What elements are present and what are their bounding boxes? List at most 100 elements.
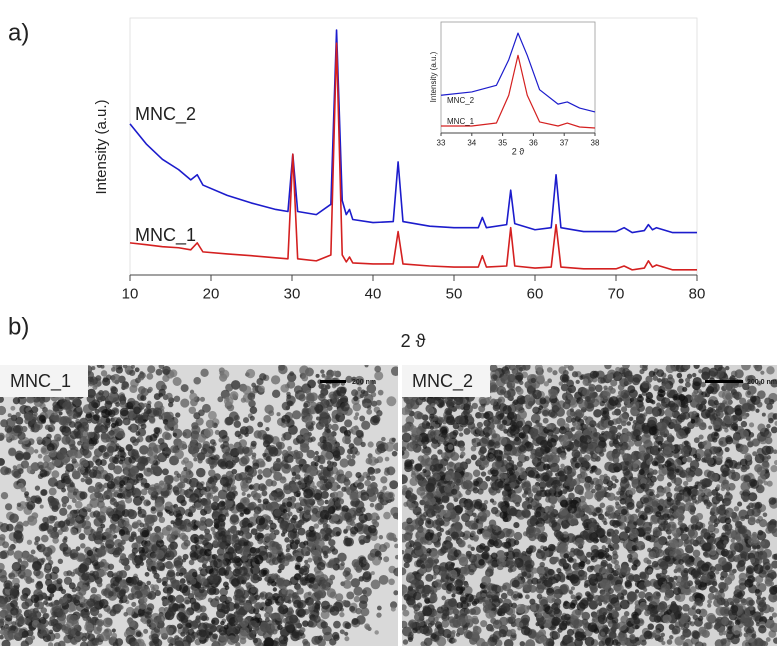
particle bbox=[17, 432, 25, 440]
particle bbox=[176, 565, 184, 573]
particle bbox=[148, 387, 153, 392]
particle bbox=[192, 588, 200, 596]
particle bbox=[90, 607, 99, 616]
particle bbox=[427, 407, 434, 414]
particle bbox=[353, 586, 362, 595]
particle bbox=[731, 538, 735, 542]
particle bbox=[133, 488, 139, 494]
particle bbox=[58, 559, 63, 564]
particle bbox=[186, 634, 195, 643]
particle bbox=[71, 529, 78, 536]
particle bbox=[205, 518, 214, 527]
particle bbox=[11, 469, 20, 478]
particle bbox=[141, 423, 147, 429]
particle bbox=[70, 572, 75, 577]
particle bbox=[151, 633, 159, 641]
particle bbox=[398, 567, 406, 575]
particle bbox=[305, 499, 314, 508]
particle bbox=[18, 616, 24, 622]
particle bbox=[522, 493, 527, 498]
particle bbox=[221, 501, 226, 506]
particle bbox=[162, 468, 169, 475]
particle bbox=[143, 499, 150, 506]
particle bbox=[323, 442, 333, 452]
particle bbox=[263, 498, 269, 504]
particle bbox=[307, 380, 316, 389]
particle bbox=[40, 505, 44, 509]
particle bbox=[107, 481, 115, 489]
particle bbox=[343, 580, 352, 589]
particle bbox=[355, 472, 361, 478]
particle bbox=[220, 370, 229, 379]
particle bbox=[166, 393, 173, 400]
particle bbox=[316, 545, 321, 550]
particle bbox=[61, 496, 69, 504]
particle bbox=[283, 513, 290, 520]
particle bbox=[211, 482, 216, 487]
particle bbox=[289, 371, 294, 376]
x-tick-label: 80 bbox=[689, 285, 706, 302]
particle bbox=[283, 580, 289, 586]
particle bbox=[231, 485, 236, 490]
particle bbox=[328, 560, 336, 568]
particle bbox=[113, 550, 121, 558]
particle bbox=[299, 609, 306, 616]
particle bbox=[293, 600, 301, 608]
particle bbox=[105, 528, 112, 535]
particle bbox=[191, 425, 200, 434]
particle bbox=[99, 599, 109, 609]
particle bbox=[343, 529, 348, 534]
particle bbox=[366, 458, 373, 465]
particle bbox=[356, 430, 362, 436]
particle bbox=[88, 533, 96, 541]
particle bbox=[69, 582, 76, 589]
particle bbox=[107, 431, 115, 439]
particle bbox=[319, 455, 324, 460]
panel-label: b) bbox=[8, 313, 29, 340]
particle bbox=[130, 466, 139, 475]
particle bbox=[16, 521, 23, 528]
particle bbox=[250, 587, 256, 593]
particle bbox=[242, 446, 250, 454]
particle bbox=[84, 622, 93, 631]
particle bbox=[263, 570, 268, 575]
particle bbox=[34, 449, 38, 453]
particle bbox=[238, 472, 247, 481]
particle bbox=[288, 530, 297, 539]
particle bbox=[226, 602, 235, 611]
particle bbox=[143, 403, 147, 407]
particle bbox=[385, 442, 395, 452]
particle bbox=[299, 365, 309, 375]
particle bbox=[314, 579, 319, 584]
particle bbox=[288, 607, 293, 612]
particle bbox=[324, 452, 333, 461]
particle bbox=[157, 512, 163, 518]
particle bbox=[313, 615, 320, 622]
particle bbox=[46, 462, 54, 470]
particle bbox=[48, 498, 57, 507]
particle bbox=[256, 516, 266, 526]
particle bbox=[395, 555, 399, 559]
particle bbox=[119, 590, 126, 597]
particle bbox=[131, 586, 140, 595]
particle bbox=[199, 534, 205, 540]
particle bbox=[336, 491, 343, 498]
particle bbox=[379, 575, 389, 585]
particle bbox=[268, 579, 273, 584]
particle bbox=[513, 522, 519, 528]
particle bbox=[255, 623, 260, 628]
particle bbox=[163, 369, 170, 376]
particle bbox=[115, 402, 120, 407]
particle bbox=[190, 495, 196, 501]
particle bbox=[2, 541, 9, 548]
particle bbox=[81, 636, 87, 642]
particle bbox=[436, 515, 441, 520]
particle bbox=[49, 450, 56, 457]
particle bbox=[131, 533, 137, 539]
particle bbox=[210, 625, 217, 632]
particle bbox=[189, 506, 196, 513]
particle bbox=[132, 521, 139, 528]
particle bbox=[217, 396, 223, 402]
x-tick-label: 36 bbox=[529, 138, 538, 147]
particle bbox=[8, 448, 16, 456]
